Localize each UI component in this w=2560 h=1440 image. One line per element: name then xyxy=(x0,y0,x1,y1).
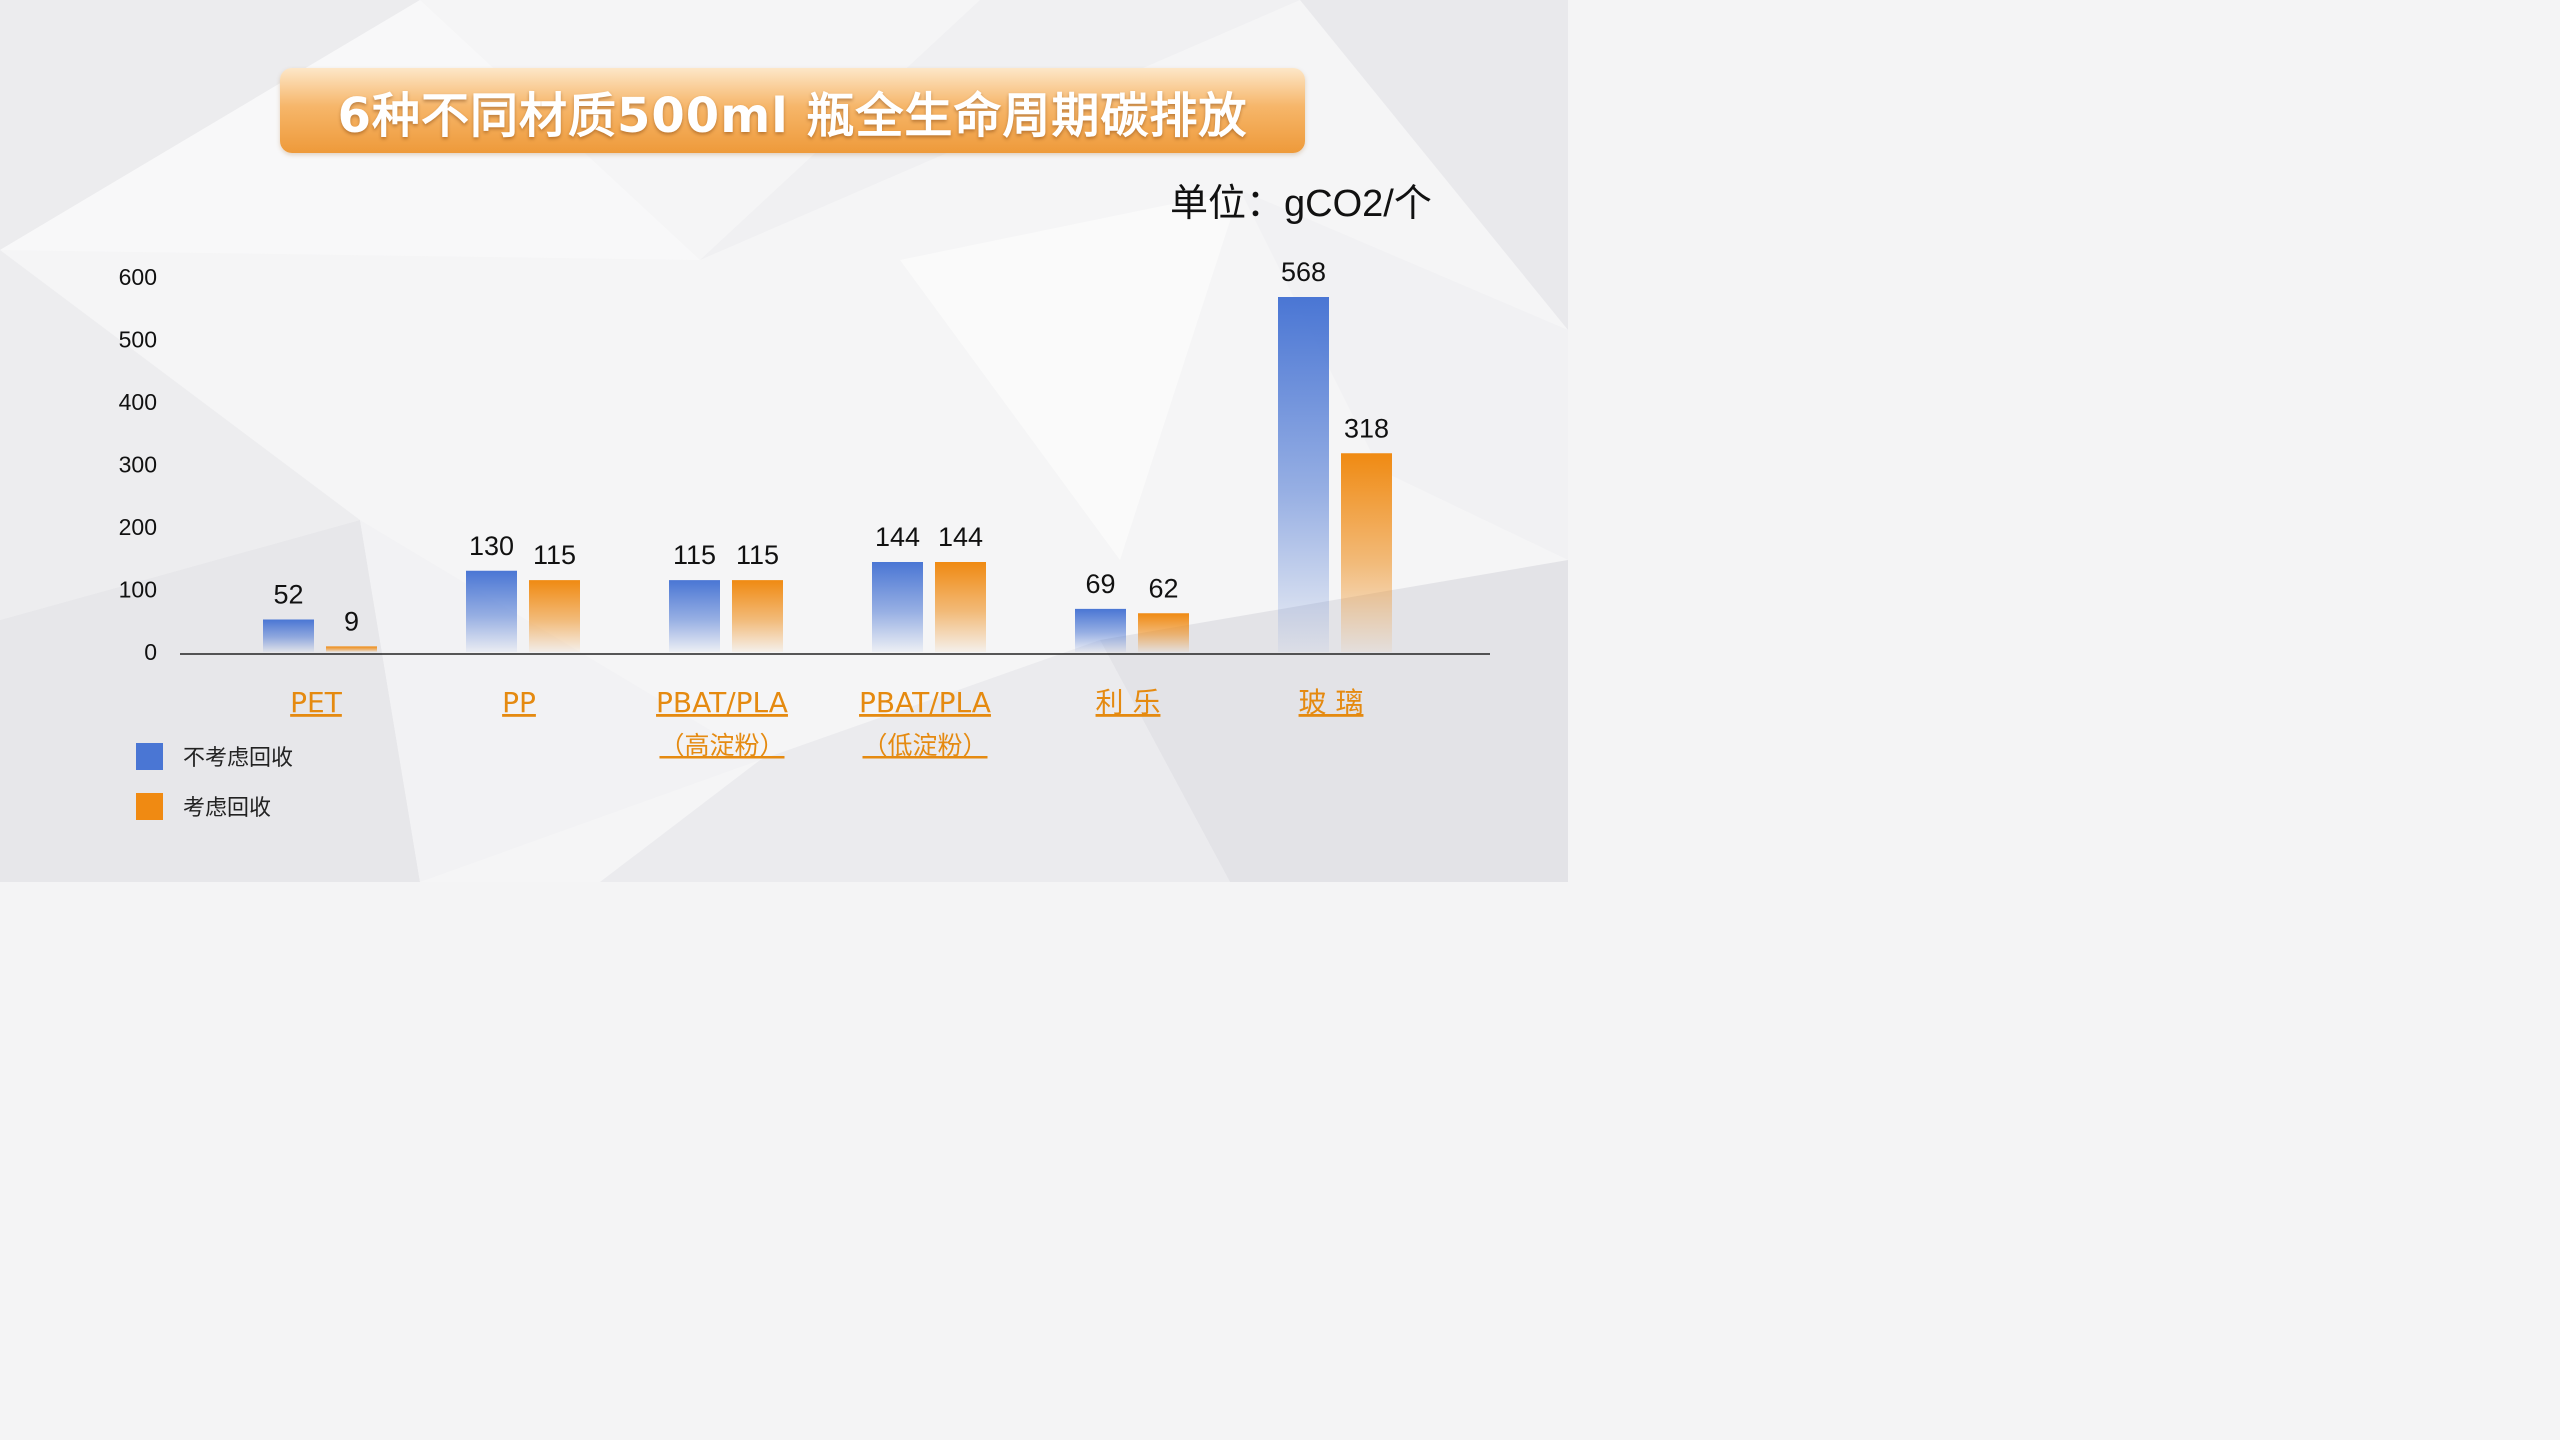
y-axis-ticks: 0 100 200 300 400 500 600 xyxy=(119,264,157,665)
data-label: 69 xyxy=(1085,569,1115,599)
data-label: 130 xyxy=(469,531,514,561)
legend-swatch-blue xyxy=(136,742,163,770)
data-label: 9 xyxy=(344,606,359,636)
bar-no-recycling xyxy=(1075,608,1126,652)
bar-chart: 0 100 200 300 400 500 600 52 130 115 144 69 568 9 115… xyxy=(119,257,1490,760)
bars xyxy=(263,297,1392,652)
bar-no-recycling xyxy=(263,619,314,652)
legend-item-recycling: 考虑回收 xyxy=(136,790,271,822)
legend-swatch-orange xyxy=(136,792,163,820)
data-label: 115 xyxy=(533,540,576,570)
data-label: 52 xyxy=(273,580,303,610)
bar-recycling xyxy=(935,562,986,652)
y-tick-label: 200 xyxy=(119,514,157,540)
title-banner: 6种不同材质500ml 瓶全生命周期碳排放 xyxy=(280,68,1305,153)
legend-label: 考虑回收 xyxy=(183,795,272,820)
category-label[interactable]: （高淀粉） xyxy=(659,731,784,760)
data-label: 62 xyxy=(1148,573,1178,603)
chart-title: 6种不同材质500ml 瓶全生命周期碳排放 xyxy=(337,87,1248,144)
category-label[interactable]: PBAT/PLA xyxy=(859,686,991,719)
y-tick-label: 400 xyxy=(119,389,157,415)
x-axis-labels: PET PP PBAT/PLA （高淀粉） PBAT/PLA （低淀粉） 利 乐 玻 璃 xyxy=(290,686,1363,760)
y-tick-label: 300 xyxy=(119,452,157,478)
legend-item-no-recycling: 不考虑回收 xyxy=(136,740,293,772)
legend-label: 不考虑回收 xyxy=(183,745,294,770)
bar-no-recycling xyxy=(872,562,923,652)
category-label[interactable]: PET xyxy=(290,686,343,719)
y-tick-label: 100 xyxy=(119,577,157,603)
y-tick-label: 0 xyxy=(144,639,157,665)
category-label[interactable]: PP xyxy=(502,686,536,719)
data-label: 115 xyxy=(736,540,779,570)
bar-no-recycling xyxy=(669,580,720,652)
data-label: 144 xyxy=(938,522,983,552)
bar-recycling xyxy=(326,646,377,652)
bar-recycling xyxy=(1341,453,1392,652)
y-tick-label: 500 xyxy=(119,327,157,353)
y-tick-label: 600 xyxy=(119,264,157,290)
data-label: 568 xyxy=(1281,257,1326,287)
bar-no-recycling xyxy=(466,570,517,652)
bar-no-recycling xyxy=(1278,297,1329,652)
category-label[interactable]: 玻 璃 xyxy=(1299,686,1364,719)
data-label: 115 xyxy=(673,540,716,570)
category-label[interactable]: （低淀粉） xyxy=(862,731,987,760)
data-label: 144 xyxy=(875,522,920,552)
value-labels: 52 130 115 144 69 568 9 115 115 144 62 318 xyxy=(273,257,1389,636)
bar-recycling xyxy=(529,580,580,652)
bar-recycling xyxy=(1138,613,1189,652)
unit-label: 单位：gCO2/个 xyxy=(1170,183,1432,225)
category-label[interactable]: 利 乐 xyxy=(1096,686,1161,719)
bar-recycling xyxy=(732,580,783,652)
data-label: 318 xyxy=(1344,413,1389,443)
category-label[interactable]: PBAT/PLA xyxy=(656,686,788,719)
